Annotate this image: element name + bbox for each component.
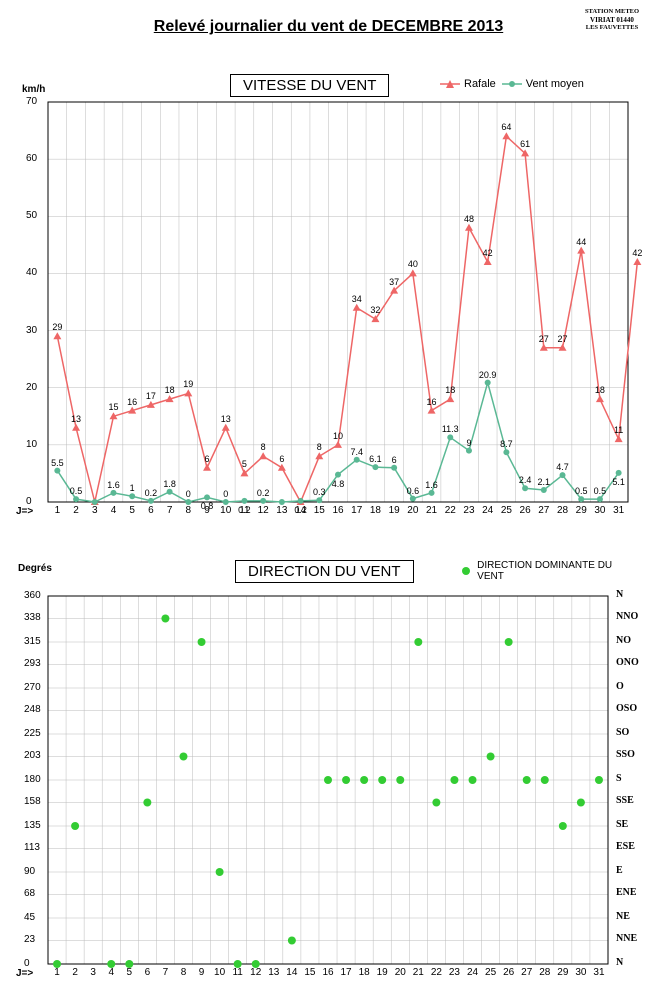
- chart2-legend: DIRECTION DOMINANTE DU VENT: [460, 560, 630, 582]
- chart2-title: DIRECTION DU VENT: [235, 560, 414, 583]
- wind-direction-chart: [0, 0, 657, 998]
